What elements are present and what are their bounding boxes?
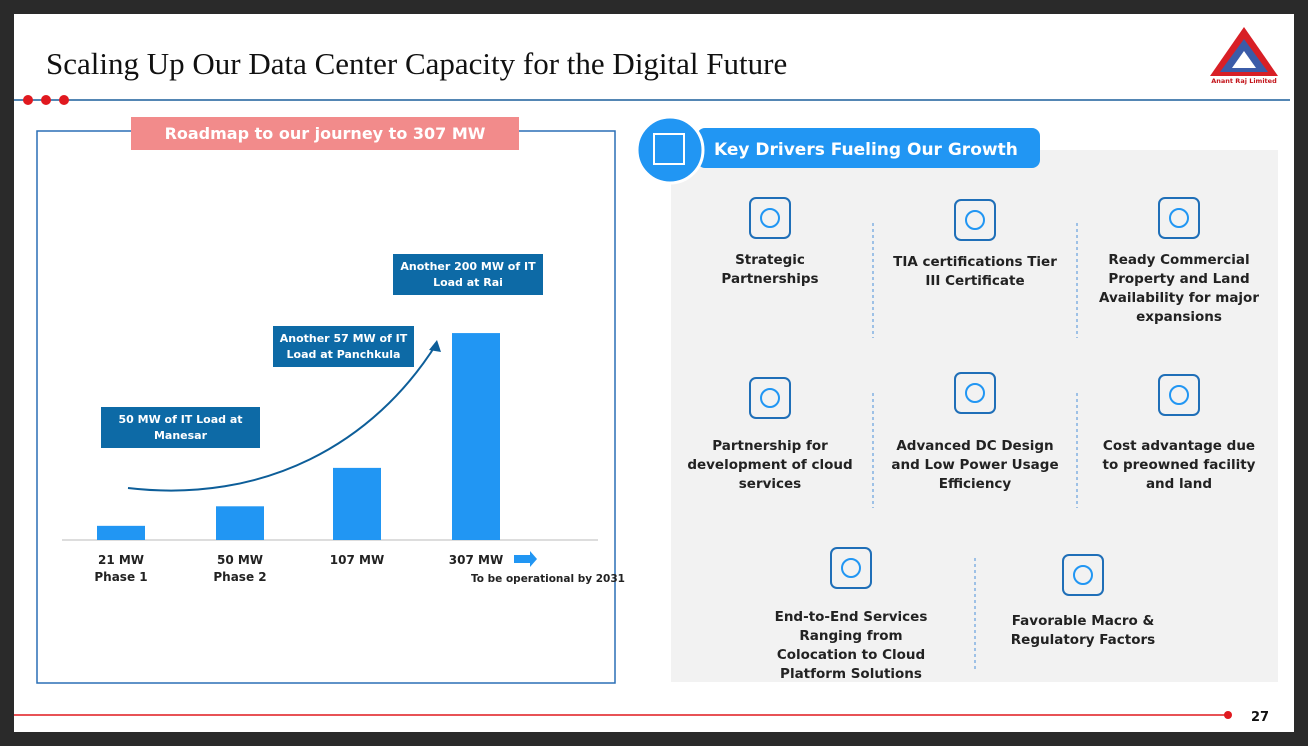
driver-icon — [749, 197, 791, 239]
logo — [1210, 27, 1278, 76]
note: To be operational by 2031 — [471, 573, 625, 585]
driver-item: TIA certifications Tier III Certificate — [893, 254, 1057, 289]
dividers — [872, 223, 1078, 672]
driver-icon — [954, 372, 996, 414]
category-sublabel: Phase 1 — [94, 570, 147, 584]
bar — [97, 525, 145, 540]
category-sublabel: Phase 2 — [213, 570, 266, 584]
driver-item: Ready Commercial Property and Land Avail… — [1099, 252, 1259, 325]
drivers-icon-shape — [653, 133, 685, 165]
dot — [23, 95, 33, 105]
driver-icon — [830, 547, 872, 589]
bar — [216, 506, 264, 540]
dot — [41, 95, 51, 105]
slide-art: Anant Raj Limited Roadmap to our journey… — [14, 27, 1290, 725]
future-arrow — [514, 551, 537, 567]
logo-text: Anant Raj Limited — [1211, 77, 1277, 85]
bar — [452, 333, 500, 540]
category-label: 50 MW — [217, 553, 263, 567]
driver-icon-detail — [965, 383, 985, 403]
driver-item: Advanced DC Design and Low Power Usage E… — [891, 438, 1059, 492]
driver-icon-detail — [1169, 385, 1189, 405]
driver-icon — [749, 377, 791, 419]
driver-icon — [1062, 554, 1104, 596]
roadmap-header — [131, 117, 519, 150]
driver-icon — [1158, 374, 1200, 416]
driver-icon-detail — [1169, 208, 1189, 228]
driver-item: Cost advantage due to preowned facility … — [1102, 438, 1256, 492]
roadmap-title: Roadmap to our journey to 307 MW — [165, 124, 486, 143]
drivers-title: Key Drivers Fueling Our Growth — [714, 140, 1018, 160]
annotation: Another 200 MW of IT Load at Rai — [393, 254, 543, 295]
drivers-icon — [635, 115, 705, 185]
category-label: 107 MW — [330, 553, 384, 567]
driver-item: Favorable Macro & Regulatory Factors — [1010, 613, 1156, 648]
growth-arrow — [127, 342, 438, 492]
arrow-head — [429, 340, 441, 352]
driver-icon — [954, 199, 996, 241]
driver-icon-detail — [841, 558, 861, 578]
category-label: 21 MW — [98, 553, 144, 567]
annotation: Another 57 MW of IT Load at Panchkula — [273, 326, 414, 367]
drivers-header — [697, 128, 1040, 168]
driver-icon-detail — [1073, 565, 1093, 585]
slide-title: Scaling Up Our Data Center Capacity for … — [46, 46, 788, 81]
driver-icon — [1158, 197, 1200, 239]
driver-icon-detail — [760, 388, 780, 408]
driver-item: Partnership for development of cloud ser… — [687, 438, 853, 492]
driver-icon-detail — [760, 208, 780, 228]
driver-icon-detail — [965, 210, 985, 230]
footer-dot — [1224, 711, 1232, 719]
category-label: 307 MW — [449, 553, 503, 567]
slide: Scaling Up Our Data Center Capacity for … — [14, 14, 1294, 732]
driver-item: Strategic Partnerships — [721, 252, 819, 287]
page-number: 27 — [1251, 710, 1269, 725]
annotation: 50 MW of IT Load at Manesar — [101, 407, 260, 448]
bar — [333, 467, 381, 540]
driver-item: End-to-End Services Ranging from Colocat… — [774, 609, 928, 682]
dot — [59, 95, 69, 105]
